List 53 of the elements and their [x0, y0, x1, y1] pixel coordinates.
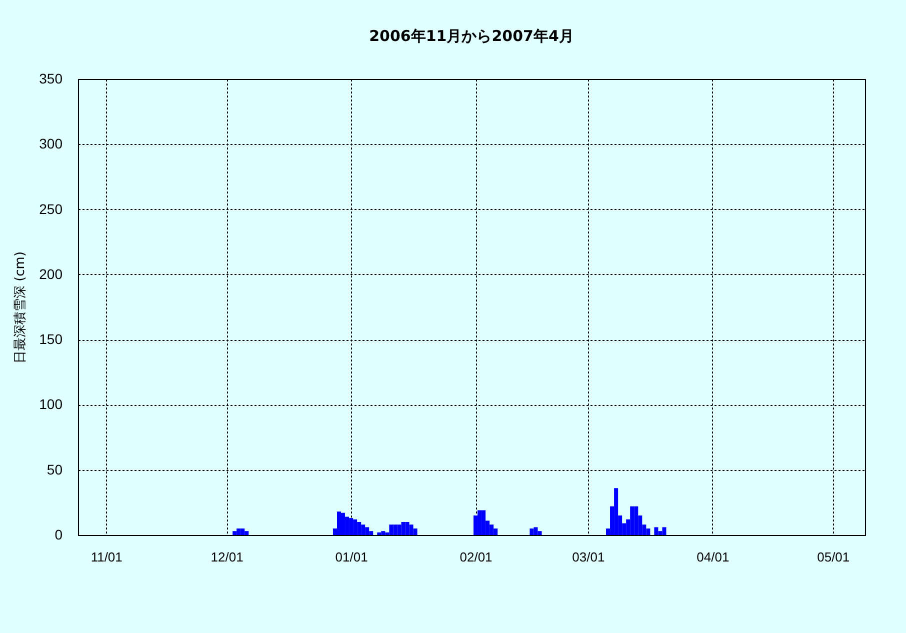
bar — [530, 528, 534, 535]
y-tick-label: 300 — [39, 136, 63, 152]
bar — [365, 527, 370, 535]
bar — [349, 518, 354, 535]
bar — [658, 531, 662, 535]
bar — [630, 506, 634, 535]
bar — [393, 524, 398, 535]
bar — [357, 522, 362, 535]
bar — [614, 488, 618, 535]
bar — [361, 524, 366, 535]
x-tick-label: 11/01 — [90, 550, 122, 564]
bar — [353, 519, 358, 535]
bar — [389, 524, 394, 535]
bar — [377, 532, 382, 535]
y-tick-label: 0 — [54, 526, 63, 542]
bar — [232, 531, 237, 535]
bar — [482, 510, 486, 535]
bar — [240, 528, 245, 535]
bar — [478, 510, 482, 535]
y-axis-title: 日最深積雪深 (cm) — [13, 251, 28, 364]
x-tick-label: 04/01 — [696, 550, 730, 564]
bar — [634, 506, 638, 535]
y-tick-label: 200 — [39, 266, 63, 282]
bar — [654, 527, 658, 535]
y-tick-label: 350 — [39, 70, 63, 86]
x-tick-label: 02/01 — [460, 550, 492, 564]
bar — [369, 531, 374, 535]
bar — [662, 527, 666, 535]
bar — [490, 524, 494, 535]
bar — [381, 531, 386, 535]
bar — [397, 524, 402, 535]
y-tick-label: 150 — [39, 331, 63, 348]
bar — [336, 512, 342, 535]
bar — [244, 531, 249, 535]
y-tick-label: 100 — [39, 396, 63, 412]
bar — [236, 528, 241, 535]
bar — [345, 516, 350, 535]
x-tick-label: 01/01 — [335, 550, 368, 564]
x-tick-label: 05/01 — [817, 550, 850, 564]
x-tick-label: 12/01 — [210, 550, 244, 564]
y-tick-label: 50 — [46, 461, 63, 478]
bar — [341, 512, 346, 535]
bar — [409, 524, 414, 535]
bar — [494, 528, 498, 535]
bar — [646, 528, 650, 535]
bar — [534, 527, 538, 535]
bar — [413, 528, 418, 535]
x-tick-label: 03/01 — [572, 550, 605, 564]
y-tick-label: 250 — [39, 200, 63, 217]
bar — [538, 531, 542, 535]
chart-title: 2006年11月から2007年4月 — [369, 27, 574, 45]
bar — [401, 522, 406, 535]
bar — [405, 522, 410, 535]
